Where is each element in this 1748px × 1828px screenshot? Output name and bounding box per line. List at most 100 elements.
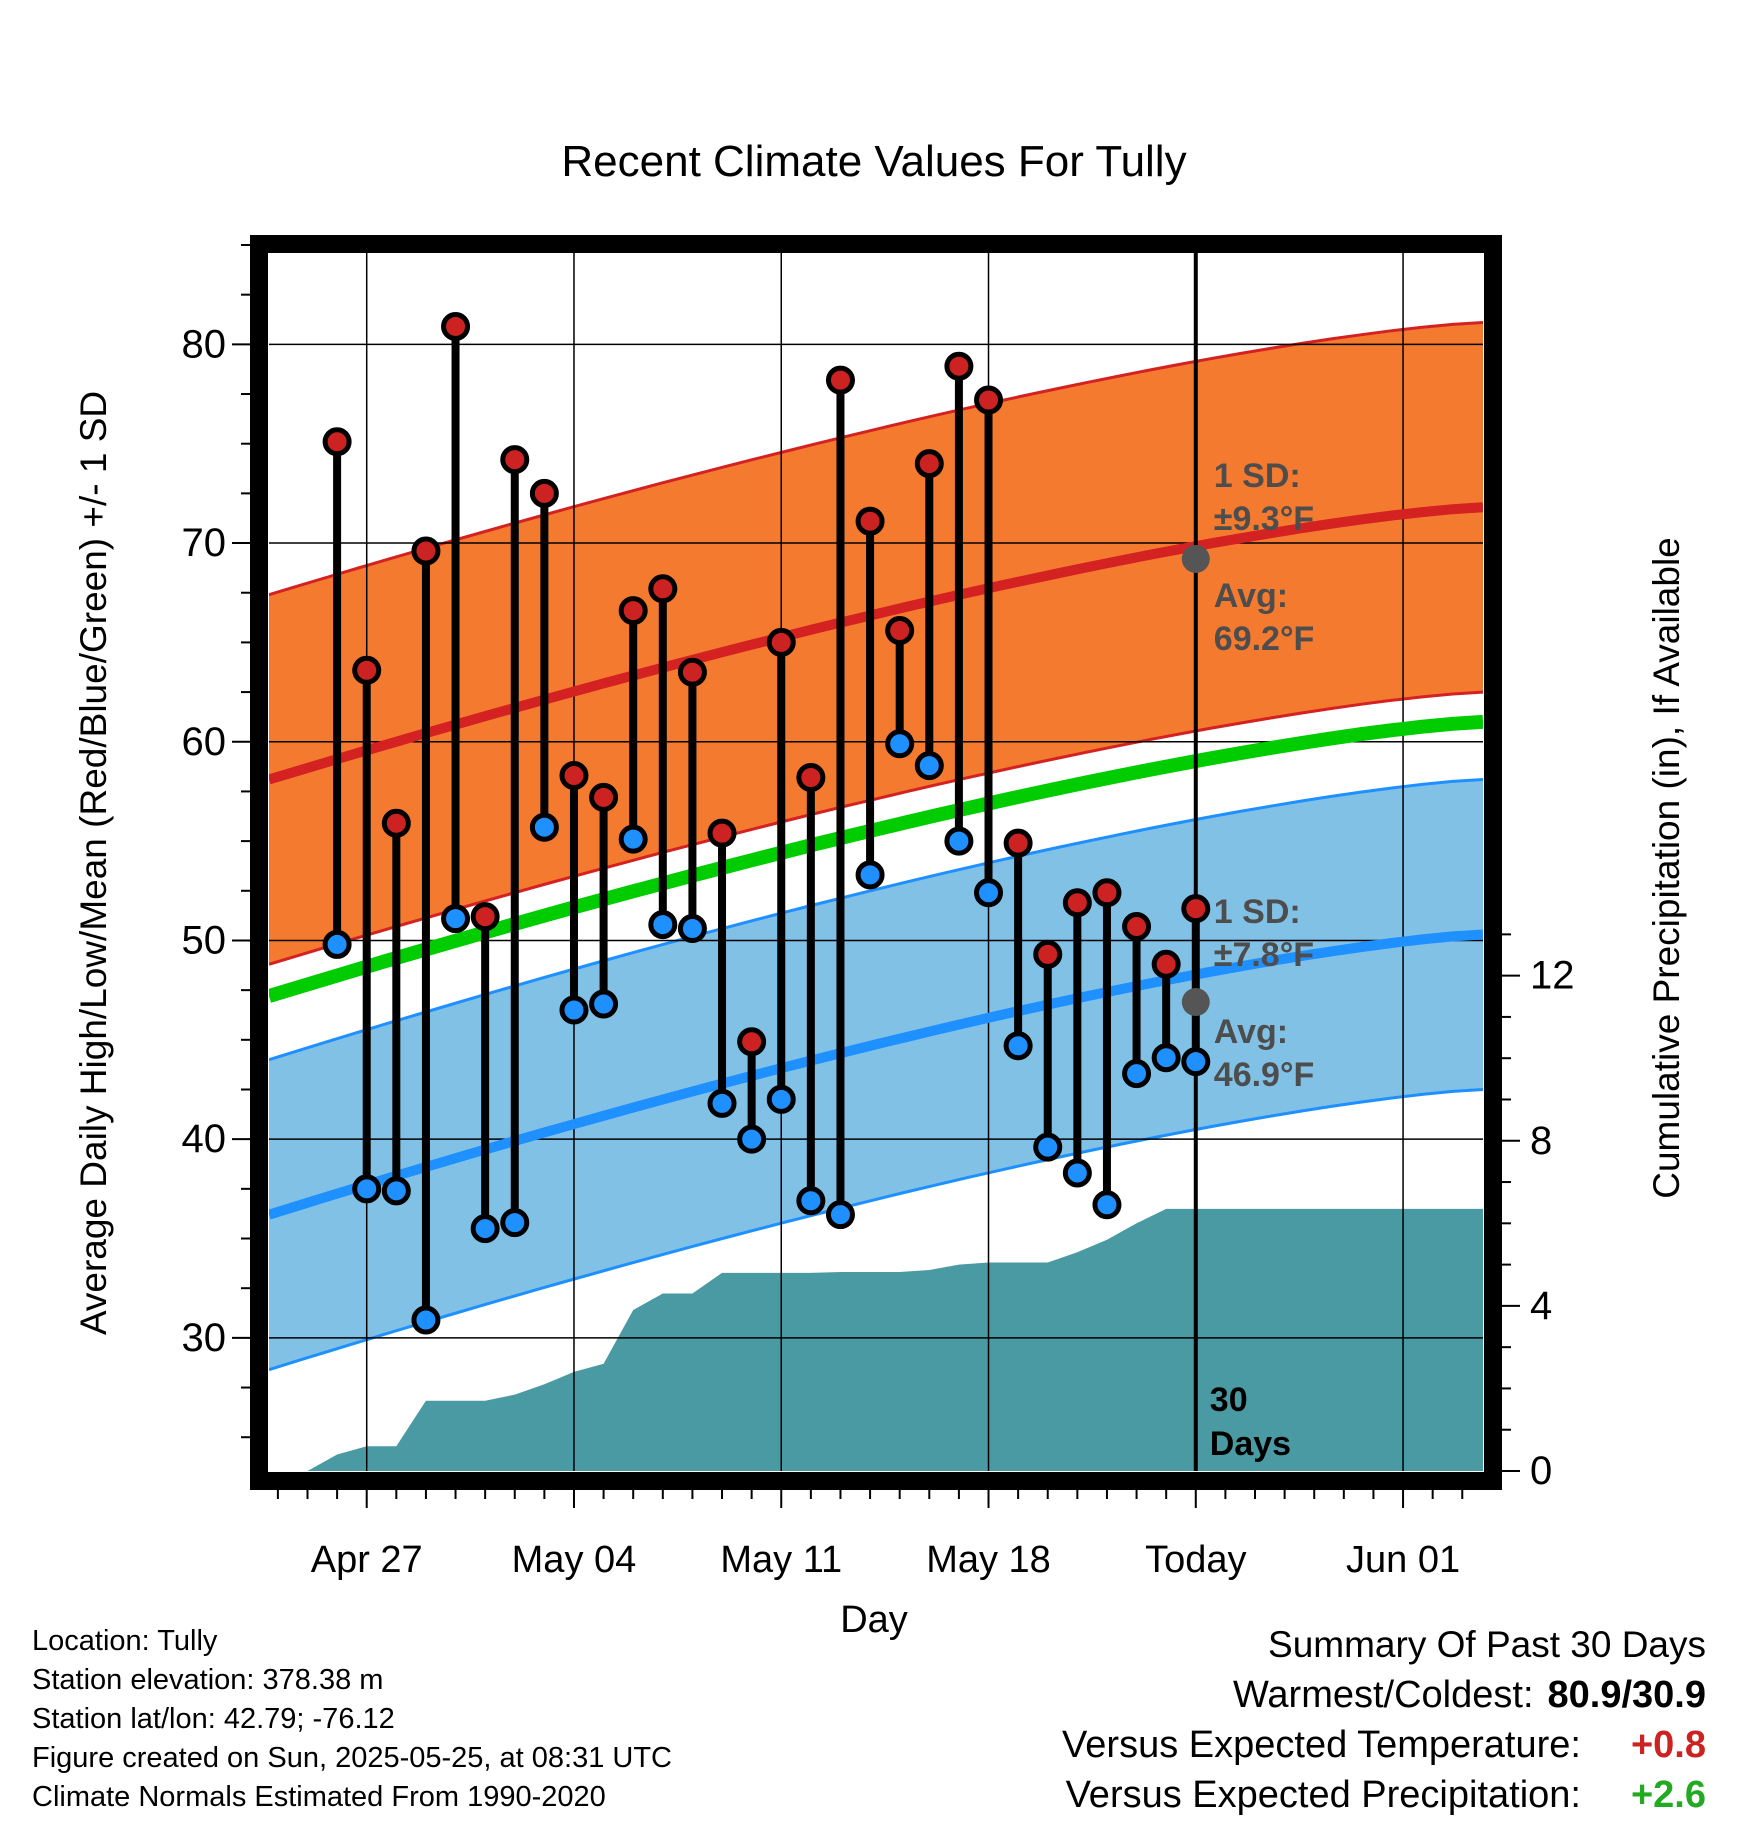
daily-low-point	[914, 751, 944, 781]
normal-annotations: 1 SD: ±9.3°F Avg: 69.2°F 1 SD: ±7.8°F Avg: 46.9…	[1181, 457, 1315, 1463]
high-band-lower-edge	[269, 690, 1483, 966]
daily-low-point	[1122, 1059, 1152, 1089]
x-axis-label: Day	[840, 1599, 908, 1641]
today-high-avg-point	[1181, 544, 1210, 573]
daily-high-point	[441, 311, 471, 341]
daily-low-point	[618, 824, 648, 854]
daily-low-point	[411, 1305, 441, 1335]
daily-low-point	[529, 812, 559, 842]
daily-high-point	[974, 385, 1004, 415]
daily-low-point	[1033, 1132, 1063, 1162]
daily-low-point	[470, 1214, 500, 1244]
daily-high-point	[737, 1027, 767, 1057]
x-tick-label: Apr 27	[311, 1539, 423, 1581]
daily-high-point	[1003, 828, 1033, 858]
daily-high-point	[1092, 878, 1122, 908]
y-tick-label: 30	[182, 1316, 227, 1360]
today-low-avg-point	[1181, 988, 1210, 1017]
daily-high-point	[322, 427, 352, 457]
daily-high-point	[1122, 912, 1152, 942]
elevation-text: Station elevation: 378.38 m	[32, 1664, 384, 1696]
daily-low-point	[352, 1174, 382, 1204]
daily-low-point	[441, 904, 471, 934]
daily-range-bars	[322, 311, 1211, 1335]
daily-high-point	[855, 506, 885, 536]
y-tick-label: 50	[182, 918, 227, 962]
normal-mean-line	[269, 714, 1483, 1003]
daily-low-point	[825, 1200, 855, 1230]
x-tick-label: Today	[1145, 1539, 1246, 1581]
x-tick-label: May 11	[720, 1539, 842, 1581]
y-tick-label: 80	[182, 322, 227, 366]
high-sd-label: 1 SD:	[1214, 457, 1301, 495]
daily-high-point	[618, 596, 648, 626]
x-tick-label: Jun 01	[1346, 1539, 1460, 1581]
low-sd-label: 1 SD:	[1214, 893, 1301, 931]
daily-low-point	[1092, 1190, 1122, 1220]
daily-low-point	[1181, 1047, 1211, 1077]
warm-cold-value: 80.9/30.9	[1547, 1674, 1706, 1716]
low-band-lower-edge	[269, 1088, 1483, 1372]
daily-low-point	[737, 1124, 767, 1154]
daily-high-point	[381, 808, 411, 838]
chart-title: Recent Climate Values For Tully	[561, 137, 1186, 186]
y2-axis-label: Cumulative Precipitation (in), If Availa…	[1646, 537, 1687, 1199]
normal-high-line	[269, 502, 1483, 785]
today-marker-label-line1: 30	[1210, 1381, 1248, 1419]
warm-cold-row: Warmest/Coldest: 80.9/30.9	[1062, 1670, 1706, 1720]
low-avg-value: 46.9°F	[1214, 1056, 1315, 1094]
daily-high-point	[766, 627, 796, 657]
precip-row: Versus Expected Precipitation: +2.6	[1062, 1770, 1706, 1820]
precip-value: +2.6	[1630, 1774, 1706, 1816]
daily-high-point	[500, 445, 530, 475]
y-axis-label: Average Daily High/Low/Mean (Red/Blue/Gr…	[73, 391, 114, 1335]
daily-low-point	[707, 1088, 737, 1118]
y-tick-label: 60	[182, 720, 227, 764]
high-avg-value: 69.2°F	[1214, 620, 1315, 658]
y2-tick-label: 4	[1530, 1284, 1552, 1328]
latlon-text: Station lat/lon: 42.79; -76.12	[32, 1703, 395, 1735]
daily-low-point	[1151, 1043, 1181, 1073]
daily-high-point	[559, 761, 589, 791]
low-sd-value: ±7.8°F	[1214, 936, 1314, 974]
daily-high-point	[529, 478, 559, 508]
normal-low-line	[269, 929, 1483, 1220]
location-text: Location: Tully	[32, 1625, 218, 1657]
temp-value: +0.8	[1630, 1724, 1706, 1766]
grid-lines	[269, 245, 1483, 1471]
daily-low-point	[559, 995, 589, 1025]
daily-high-point	[677, 657, 707, 687]
x-tick-label: May 18	[926, 1539, 1051, 1581]
y2-tick-label: 0	[1530, 1449, 1552, 1493]
daily-low-point	[944, 826, 974, 856]
daily-low-point	[1003, 1031, 1033, 1061]
high-avg-label: Avg:	[1214, 577, 1288, 615]
daily-low-point	[855, 860, 885, 890]
daily-low-point	[1062, 1158, 1092, 1188]
daily-high-point	[914, 449, 944, 479]
daily-high-point	[1151, 949, 1181, 979]
axes: 30 40 50 60 70 80 0 4 8 12 Apr 27 May 04 May 11 May 1…	[182, 244, 1575, 1581]
low-sd-band	[269, 779, 1483, 1370]
x-tick-label: May 04	[512, 1539, 637, 1581]
daily-low-point	[322, 929, 352, 959]
daily-high-point	[1033, 939, 1063, 969]
today-marker-label-line2: Days	[1210, 1425, 1291, 1463]
y-tick-label: 70	[182, 521, 227, 565]
daily-high-point	[885, 615, 915, 645]
y2-tick-label: 8	[1530, 1119, 1552, 1163]
daily-high-point	[1181, 894, 1211, 924]
low-avg-label: Avg:	[1214, 1013, 1288, 1051]
daily-high-point	[825, 365, 855, 395]
low-band-upper-edge	[269, 778, 1483, 1062]
warm-cold-label: Warmest/Coldest:	[1232, 1674, 1534, 1716]
daily-low-point	[766, 1084, 796, 1114]
y-tick-label: 40	[182, 1117, 227, 1161]
daily-low-point	[500, 1208, 530, 1238]
daily-low-point	[796, 1186, 826, 1216]
daily-high-point	[944, 351, 974, 381]
plot-border	[250, 235, 1502, 1490]
normal-lines	[269, 245, 1483, 1471]
daily-high-point	[411, 536, 441, 566]
